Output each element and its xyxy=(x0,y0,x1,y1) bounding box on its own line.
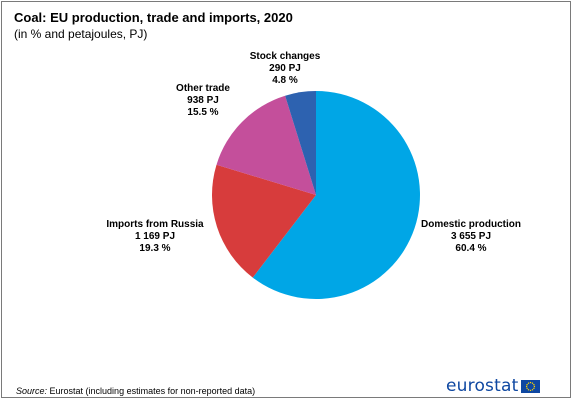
pie-slice-imports-from-russia xyxy=(211,164,316,278)
slice-label-pj: 3 655 PJ xyxy=(450,231,492,242)
eu-flag-icon xyxy=(521,379,541,393)
slice-label-name: Stock changes xyxy=(249,51,321,62)
slice-label-pj: 290 PJ xyxy=(269,63,301,74)
pie-slice-domestic-production xyxy=(252,91,420,299)
slice-label-percent: 19.3 % xyxy=(139,243,171,254)
slice-label-percent: 15.5 % xyxy=(187,107,219,118)
label-imports-from-russia: Imports from Russia 1 169 PJ 19.3 % xyxy=(100,219,210,255)
source-note: Source: Eurostat (including estimates fo… xyxy=(16,386,255,396)
slice-label-percent: 60.4 % xyxy=(455,243,487,254)
label-stock-changes: Stock changes 290 PJ 4.8 % xyxy=(235,51,335,87)
slice-label-name: Domestic production xyxy=(420,219,521,230)
pie-slice-other-trade xyxy=(216,95,316,195)
chart-subtitle: (in % and petajoules, PJ) xyxy=(14,27,148,41)
slice-label-name: Other trade xyxy=(176,83,230,94)
eurostat-logo: eurostat xyxy=(446,376,541,396)
slice-label-percent: 4.8 % xyxy=(272,75,298,86)
slice-label-pj: 1 169 PJ xyxy=(134,231,176,242)
source-label: Source: xyxy=(16,386,48,396)
pie-slice-stock-changes xyxy=(285,91,316,195)
eurostat-logo-text: eurostat xyxy=(446,376,519,396)
slice-label-name: Imports from Russia xyxy=(106,219,204,230)
label-domestic-production: Domestic production 3 655 PJ 60.4 % xyxy=(416,219,526,255)
slice-label-pj: 938 PJ xyxy=(187,95,219,106)
chart-title: Coal: EU production, trade and imports, … xyxy=(14,10,293,25)
source-text: Eurostat (including estimates for non-re… xyxy=(47,386,256,396)
label-other-trade: Other trade 938 PJ 15.5 % xyxy=(158,83,248,119)
